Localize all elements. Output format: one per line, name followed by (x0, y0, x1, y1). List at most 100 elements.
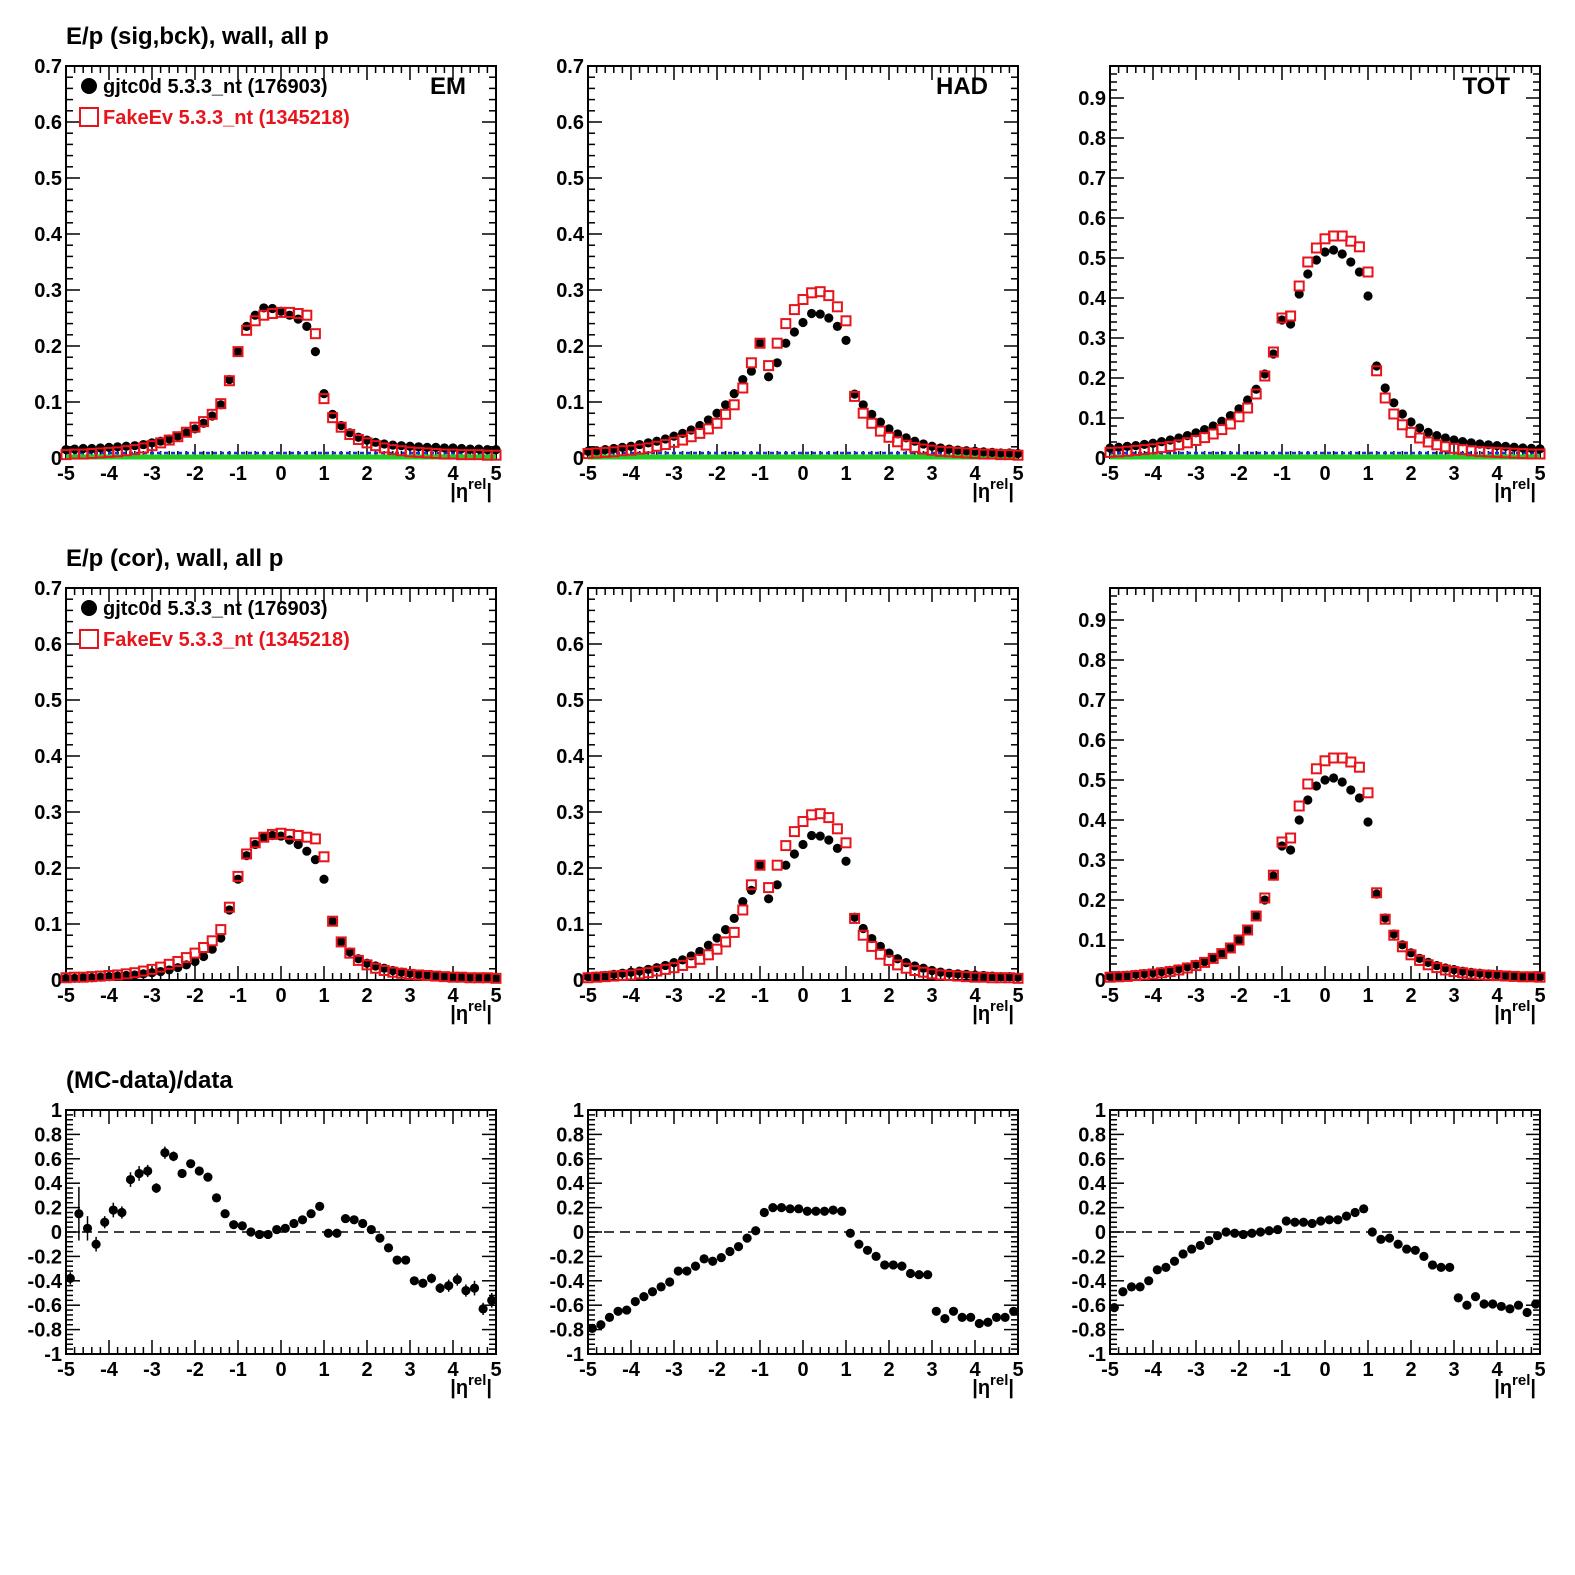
x-tick-label: 3 (926, 463, 937, 485)
series-mc (582, 808, 1024, 984)
data-point (1367, 1227, 1377, 1237)
data-point (276, 306, 286, 316)
mc-point (711, 417, 723, 429)
data-point (293, 839, 303, 850)
data-point (819, 1206, 830, 1216)
data-point (1004, 972, 1015, 982)
x-tick-label: 1 (840, 463, 851, 485)
mc-point (823, 812, 835, 824)
y-tick-label: 0.1 (34, 392, 62, 414)
x-tick-label: -3 (1187, 985, 1205, 1007)
mc-point (1371, 887, 1383, 899)
data-point (1346, 785, 1356, 795)
data-point (289, 1218, 299, 1229)
x-tick-label: 0 (275, 985, 286, 1007)
data-point (328, 916, 338, 926)
data-point (1169, 1256, 1180, 1266)
data-point (789, 849, 800, 859)
data-point (1217, 949, 1227, 959)
data-point (884, 424, 894, 434)
data-point (828, 1205, 838, 1215)
data-point (474, 444, 484, 454)
x-tick-label: -5 (1101, 1359, 1119, 1381)
data-point (643, 964, 653, 974)
data-point (630, 1296, 640, 1307)
x-tick-label: 0 (797, 985, 808, 1007)
x-tick-label: -5 (1101, 985, 1119, 1007)
mc-point (1242, 924, 1254, 936)
x-tick-label: -4 (100, 985, 119, 1007)
y-tick-label: 0.3 (556, 280, 584, 302)
data-point (164, 965, 174, 975)
data-point (168, 1151, 179, 1161)
data-point (478, 1304, 488, 1314)
mc-point (797, 816, 809, 828)
data-point (491, 973, 501, 983)
data-point (1251, 911, 1261, 921)
mc-point (309, 328, 321, 340)
data-point (1286, 845, 1296, 855)
data-point (1178, 1249, 1188, 1259)
y-tick-label: 0 (1095, 970, 1106, 992)
data-point (306, 1209, 316, 1219)
data-point (807, 830, 817, 841)
mc-point (771, 859, 783, 871)
mc-point (1293, 280, 1305, 292)
data-point (315, 1201, 325, 1211)
data-point (871, 1251, 881, 1261)
mc-point (831, 823, 843, 835)
data-point (1513, 1300, 1524, 1310)
data-point (789, 327, 800, 337)
mc-point (1267, 346, 1279, 358)
mc-point (737, 904, 749, 916)
data-point (358, 1218, 368, 1229)
data-point (845, 1228, 855, 1238)
data-point (617, 442, 628, 452)
data-point (487, 1295, 497, 1305)
data-point (1402, 1244, 1412, 1254)
data-point (267, 830, 277, 841)
mc-point (1259, 370, 1271, 382)
data-point (1165, 965, 1175, 976)
data-point (1329, 773, 1339, 783)
data-point (1324, 1215, 1334, 1225)
x-tick-label: -4 (100, 1359, 119, 1381)
mc-point (1250, 388, 1262, 400)
mc-point (1293, 800, 1305, 812)
data-point (349, 1215, 359, 1225)
y-tick-label: 0.5 (1078, 248, 1106, 270)
x-tick-label: 4 (969, 1359, 981, 1381)
x-tick-label: 0 (275, 1359, 286, 1381)
mc-point (249, 315, 261, 327)
data-point (345, 947, 355, 957)
mc-point (1224, 418, 1236, 430)
data-point (785, 1204, 795, 1214)
x-tick-label: -1 (751, 1359, 769, 1381)
y-tick-label: -0.4 (28, 1271, 63, 1293)
data-point (1208, 953, 1218, 963)
data-point (1453, 1293, 1463, 1303)
y-tick-label: 0.1 (1078, 408, 1106, 430)
x-tick-label: 5 (1012, 1359, 1023, 1381)
data-point (293, 314, 303, 324)
x-tick-label: -2 (1230, 463, 1248, 485)
data-point (151, 1183, 161, 1193)
data-point (862, 1245, 873, 1255)
y-tick-label: -0.4 (550, 1271, 585, 1293)
data-point (1208, 421, 1218, 431)
x-tick-label: 2 (883, 463, 894, 485)
data-point (1273, 1224, 1283, 1235)
data-point (1376, 1234, 1386, 1244)
data-point (1243, 925, 1253, 935)
mc-point (797, 294, 809, 306)
x-tick-label: -5 (579, 1359, 597, 1381)
data-point (914, 1270, 924, 1280)
legend-data-label: gjtc0d 5.3.3_nt (176903) (103, 76, 328, 98)
mc-point (720, 936, 732, 948)
data-point (583, 972, 593, 982)
mc-point (198, 942, 210, 954)
data-point (807, 308, 817, 319)
data-point (474, 973, 484, 983)
y-tick-label: 0.7 (1078, 168, 1106, 190)
data-point (1531, 1299, 1541, 1309)
